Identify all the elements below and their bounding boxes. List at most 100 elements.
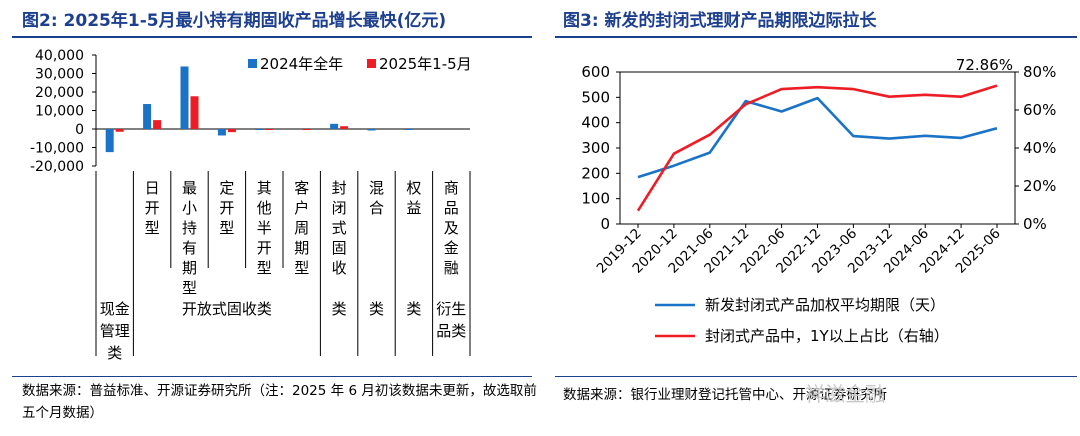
right-y-tick-label: 80% (1023, 63, 1056, 81)
category-label-char: 金 (444, 239, 459, 257)
category-label-char: 混 (369, 179, 384, 197)
group-label: 类 (107, 344, 122, 362)
category-label-char: 半 (257, 219, 272, 237)
left-figure-title: 图2: 2025年1-5月最小持有期固收产品增长最快(亿元) (22, 11, 447, 31)
left-y-tick-label: 0 (600, 215, 610, 233)
right-y-tick-label: 40% (1023, 139, 1056, 157)
right-y-tick-label: 0% (1023, 215, 1047, 233)
category-label-char: 最 (182, 179, 197, 197)
legend-swatch (248, 59, 257, 68)
right-source-note: 数据来源：银行业理财登记托管中心、开源证券研究所 (563, 387, 887, 403)
bar-series1 (255, 129, 264, 130)
category-label-char: 定 (219, 179, 234, 197)
left-y-tick-label: 500 (581, 88, 610, 106)
category-label-char: 有 (182, 239, 197, 257)
bar-series2 (190, 96, 199, 129)
series-line-duration (637, 96, 998, 179)
left-figure-panel: 图2: 2025年1-5月最小持有期固收产品增长最快(亿元) 40,000 30,… (12, 11, 537, 421)
bar-series2 (340, 126, 349, 129)
category-label-char: 式 (332, 219, 347, 237)
category-label-char: 持 (182, 219, 197, 237)
group-label: 品类 (436, 322, 466, 340)
bar-series2 (227, 129, 236, 133)
bar-series2 (302, 129, 311, 130)
category-label-char: 合 (369, 199, 384, 217)
left-y-tick-label: 400 (581, 114, 610, 132)
bar-series1 (367, 129, 376, 131)
legend-label: 2025年1-5月 (379, 55, 472, 73)
y-tick-label: -20,000 (30, 159, 84, 175)
left-y-tick-label: 300 (581, 139, 610, 157)
category-label-char: 日 (145, 179, 160, 197)
group-label: 管理 (100, 322, 130, 340)
category-label-char: 其 (257, 179, 272, 197)
category-label-char: 权 (406, 179, 421, 197)
right-source-rule (555, 376, 1077, 377)
bar-series1 (330, 123, 339, 129)
right-title-rule (555, 36, 1077, 38)
legend-label: 新发封闭式产品加权平均期限（天） (705, 296, 945, 314)
category-label-char: 客 (294, 179, 309, 197)
bar-series1 (105, 129, 114, 153)
bar-series1 (404, 129, 413, 130)
category-label-char: 开 (145, 199, 160, 217)
y-tick-label: -10,000 (30, 141, 84, 157)
category-label-char: 融 (444, 259, 459, 277)
category-label-char: 固 (332, 239, 347, 257)
category-label-char: 及 (444, 219, 459, 237)
right-y-tick-label: 20% (1023, 177, 1056, 195)
category-label-char: 他 (257, 199, 272, 217)
right-figure-title: 图3: 新发的封闭式理财产品期限边际拉长 (563, 11, 877, 31)
category-label-char: 品 (444, 199, 459, 217)
category-label-char: 开 (257, 239, 272, 257)
category-label-char: 型 (257, 259, 272, 277)
group-label: 类 (332, 300, 347, 318)
left-y-tick-label: 100 (581, 190, 610, 208)
group-label: 类 (369, 300, 384, 318)
series-line-share (636, 84, 998, 212)
group-label: 开放式固收类 (182, 300, 272, 318)
group-label: 衍生 (436, 300, 466, 318)
category-label-char: 闭 (332, 199, 347, 217)
bar-series1 (180, 66, 189, 129)
bar-series1 (217, 129, 226, 136)
bar-series1 (143, 104, 152, 129)
category-label-char: 益 (406, 199, 421, 217)
right-figure-panel: 图3: 新发的封闭式理财产品期限边际拉长 0 100 200 300 400 500 600… (545, 0, 1080, 436)
y-tick-label: 40,000 (35, 48, 84, 64)
group-label: 现金 (100, 300, 130, 318)
category-label-char: 小 (182, 199, 197, 217)
category-label-char: 型 (294, 259, 309, 277)
bar-series2 (265, 129, 274, 130)
legend-swatch (367, 59, 376, 68)
category-label-char: 商 (444, 179, 459, 197)
y-tick-label: 20,000 (35, 85, 84, 101)
legend-label: 2024年全年 (260, 55, 343, 73)
left-y-tick-label: 200 (581, 164, 610, 182)
category-label-char: 期 (294, 239, 309, 257)
right-line-chart: 01002003004005006000%20%40%60%80%2019-12… (581, 56, 1056, 345)
category-label-char: 开 (219, 199, 234, 217)
plot-frame (619, 71, 1016, 225)
bar-series2 (153, 120, 162, 129)
category-label-char: 户 (294, 199, 309, 217)
right-y-tick-label: 60% (1023, 101, 1056, 119)
category-label-char: 收 (332, 259, 347, 277)
group-label: 类 (406, 300, 421, 318)
category-label-char: 周 (294, 219, 309, 237)
left-bar-chart: 40,000 30,000 20,000 10,000 0 -10,000 -20,000 2… (30, 48, 472, 362)
category-label-char: 型 (219, 219, 234, 237)
category-label-char: 型 (182, 279, 197, 297)
annotation-label: 72.86% (956, 56, 1013, 74)
y-tick-label: 30,000 (35, 67, 84, 83)
left-title-rule (12, 36, 532, 38)
y-tick-label: 0 (75, 122, 84, 138)
category-label-char: 封 (332, 179, 347, 197)
watermark-text: 祥滋金融 (805, 382, 885, 406)
category-label-char: 期 (182, 259, 197, 277)
legend-label: 封闭式产品中，1Y以上占比（右轴） (705, 327, 949, 345)
category-label-char: 型 (145, 219, 160, 237)
left-source-rule (12, 376, 532, 377)
bar-series2 (115, 129, 124, 132)
left-y-tick-label: 600 (581, 63, 610, 81)
